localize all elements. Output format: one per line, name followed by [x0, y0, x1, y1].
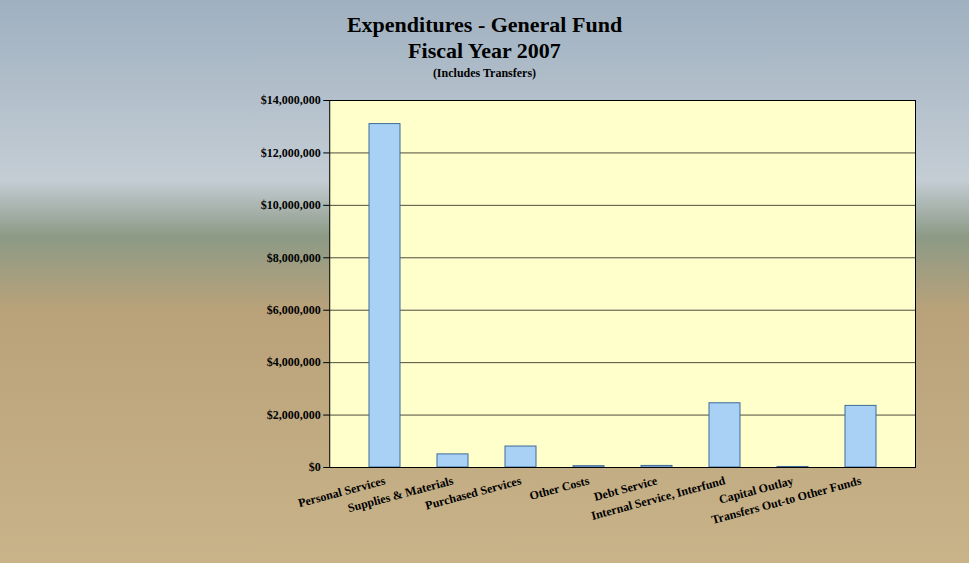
- svg-text:$10,000,000: $10,000,000: [261, 198, 321, 212]
- svg-text:Personal Services: Personal Services: [296, 473, 387, 511]
- html-text:(Includes Transfers): (Includes Transfers): [432, 66, 537, 80]
- svg-text:$6,000,000: $6,000,000: [267, 303, 321, 317]
- svg-text:Other Costs: Other Costs: [528, 473, 591, 503]
- html-text:Expenditures - General Fund: Expenditures - General Fund: [346, 12, 623, 37]
- svg-text:$14,000,000: $14,000,000: [261, 93, 321, 107]
- svg-text:Supplies & Materials: Supplies & Materials: [346, 473, 455, 516]
- svg-text:Debt Service: Debt Service: [592, 473, 659, 504]
- svg-text:Purchased Services: Purchased Services: [424, 473, 523, 512]
- svg-text:Internal Service, Interfund: Internal Service, Interfund: [590, 473, 728, 522]
- svg-text:$12,000,000: $12,000,000: [261, 146, 321, 160]
- svg-text:$2,000,000: $2,000,000: [267, 408, 321, 422]
- svg-text:Capital Outlay: Capital Outlay: [717, 473, 795, 507]
- svg-text:$4,000,000: $4,000,000: [267, 355, 321, 369]
- html-text:Fiscal Year 2007: Fiscal Year 2007: [408, 38, 561, 63]
- svg-text:$8,000,000: $8,000,000: [267, 251, 321, 265]
- svg-text:Transfers Out-to Other Funds: Transfers Out-to Other Funds: [710, 473, 863, 527]
- svg-text:$0: $0: [309, 460, 321, 474]
